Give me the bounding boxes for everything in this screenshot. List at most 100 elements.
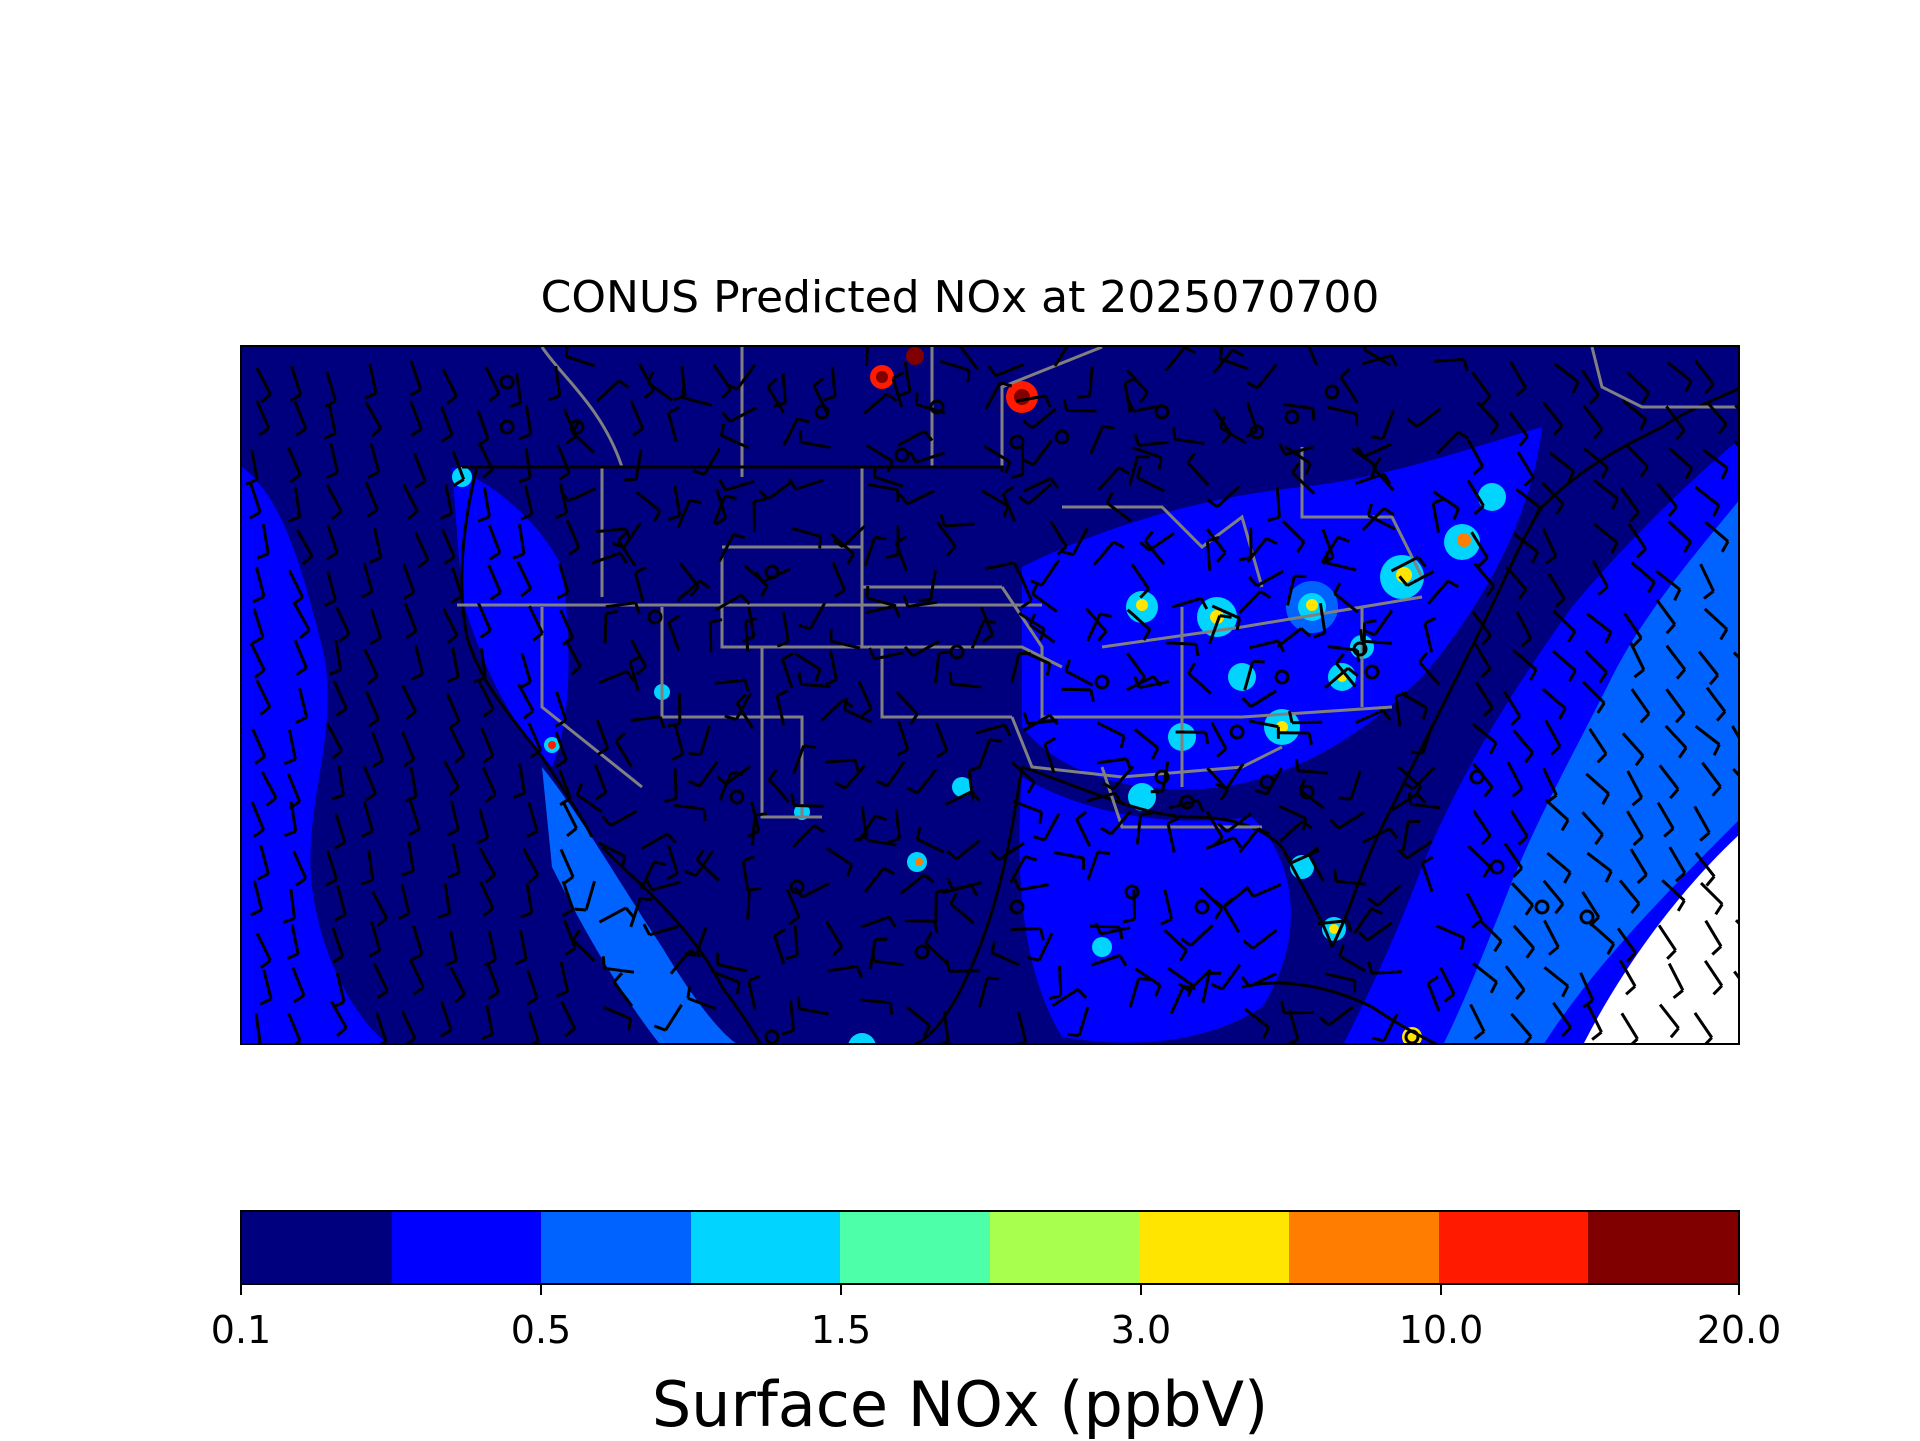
wind-barb-flag — [1339, 798, 1351, 799]
wind-barb — [1067, 411, 1097, 412]
colorbar-tick-label: 1.5 — [811, 1308, 871, 1352]
wind-barb — [1372, 972, 1402, 974]
map-title: CONUS Predicted NOx at 2025070700 — [0, 272, 1920, 323]
wind-barb — [605, 614, 606, 644]
colorbar-tick-label: 0.1 — [211, 1308, 271, 1352]
wind-barb-flag — [890, 1003, 891, 1015]
wind-barb-flag — [1141, 813, 1153, 814]
nox-map — [242, 347, 1740, 1045]
wind-barb — [1284, 1012, 1314, 1013]
wind-barb-flag — [704, 809, 705, 821]
wind-barb — [748, 890, 750, 920]
wind-barb-flag — [749, 888, 761, 890]
colorbar-tick — [540, 1285, 542, 1295]
wind-barb-flag — [1040, 812, 1042, 824]
wind-barb-flag — [1253, 661, 1265, 662]
wind-barb-flag — [939, 652, 951, 653]
colorbar-tick — [240, 1285, 242, 1295]
wind-barb — [1060, 966, 1061, 996]
wind-barb-flag — [1409, 792, 1410, 804]
wind-barb — [795, 926, 797, 956]
wind-barb-flag — [919, 600, 931, 601]
colorbar-segment — [840, 1212, 990, 1283]
wind-barb — [1277, 487, 1279, 517]
wind-barb-flag — [755, 814, 767, 815]
wind-barb-flag — [688, 987, 690, 999]
wind-barb-flag — [820, 536, 821, 548]
wind-barb — [1166, 643, 1196, 644]
colorbar-tick-label: 0.5 — [511, 1308, 571, 1352]
wind-barb — [710, 622, 711, 652]
wind-barb-flag — [874, 465, 875, 477]
wind-barb-flag — [1196, 644, 1198, 656]
wind-barb-flag — [1313, 409, 1314, 421]
colorbar-segment — [242, 1212, 392, 1283]
colorbar-tick-label: 3.0 — [1111, 1308, 1171, 1352]
wind-barb — [794, 806, 824, 807]
colorbar-segment — [541, 1212, 691, 1283]
wind-barb — [1090, 926, 1120, 927]
wind-barb-flag — [1139, 979, 1151, 980]
wind-barb-flag — [731, 773, 743, 775]
wind-barb-flag — [249, 1043, 260, 1045]
wind-barb-flag — [1411, 752, 1423, 753]
colorbar-segment — [990, 1212, 1140, 1283]
wind-barb-flag — [1296, 759, 1298, 771]
wind-barb-flag — [640, 898, 652, 899]
wind-barb-flag — [799, 673, 801, 685]
wind-barb-flag — [1361, 629, 1363, 641]
wind-barb-flag — [990, 740, 1002, 742]
wind-barb-flag — [1174, 427, 1175, 439]
wind-barb-flag — [867, 586, 868, 598]
map-panel — [240, 345, 1740, 1045]
colorbar-tick — [840, 1285, 842, 1295]
colorbar-tick — [1738, 1285, 1740, 1295]
wind-barb-flag — [804, 746, 816, 748]
wind-barb-flag — [875, 537, 887, 538]
wind-barb — [1011, 929, 1041, 930]
wind-barb-flag — [875, 939, 887, 940]
wind-barb — [936, 892, 937, 922]
wind-barb — [1434, 360, 1464, 362]
wind-barb — [944, 524, 974, 526]
wind-barb-flag — [1371, 437, 1383, 439]
wind-barb-flag — [574, 909, 586, 910]
wind-barb-flag — [916, 393, 917, 405]
wind-barb — [1134, 889, 1135, 919]
colorbar-tick-label: 10.0 — [1399, 1308, 1484, 1352]
colorbar-title: Surface NOx (ppbV) — [0, 1368, 1920, 1441]
colorbar-tick — [1440, 1285, 1442, 1295]
colorbar-tick-label: 20.0 — [1697, 1308, 1782, 1352]
wind-barb-flag — [624, 480, 636, 481]
wind-barb — [746, 621, 748, 651]
wind-barb-flag — [873, 949, 874, 961]
wind-barb-flag — [1137, 456, 1149, 457]
wind-barb-flag — [689, 754, 701, 755]
wind-barb-flag — [1067, 1034, 1079, 1035]
wind-barb-flag — [1220, 347, 1222, 359]
colorbar — [240, 1210, 1740, 1285]
wind-barb-flag — [1098, 852, 1110, 854]
colorbar-segment — [1588, 1212, 1738, 1283]
wind-barb-flag — [1739, 752, 1740, 760]
wind-barb-flag — [866, 828, 867, 840]
wind-barb — [1061, 689, 1091, 690]
wind-barb-flag — [950, 672, 951, 684]
wind-barb-flag — [1335, 869, 1336, 881]
colorbar-segment — [392, 1212, 542, 1283]
wind-barb — [866, 347, 868, 366]
colorbar-segment — [1439, 1212, 1589, 1283]
wind-barb — [675, 769, 676, 799]
wind-barb-flag — [1220, 616, 1232, 618]
wind-barb — [905, 921, 935, 922]
wind-barb-flag — [603, 956, 604, 968]
colorbar-segment — [691, 1212, 841, 1283]
wind-barb — [754, 502, 755, 532]
wind-barb-flag — [968, 370, 969, 382]
wind-barb-flag — [606, 611, 618, 613]
wind-barb-flag — [1160, 457, 1162, 469]
wind-barb — [1292, 722, 1322, 723]
wind-barb-flag — [566, 347, 567, 357]
colorbar-tick — [1140, 1285, 1142, 1295]
